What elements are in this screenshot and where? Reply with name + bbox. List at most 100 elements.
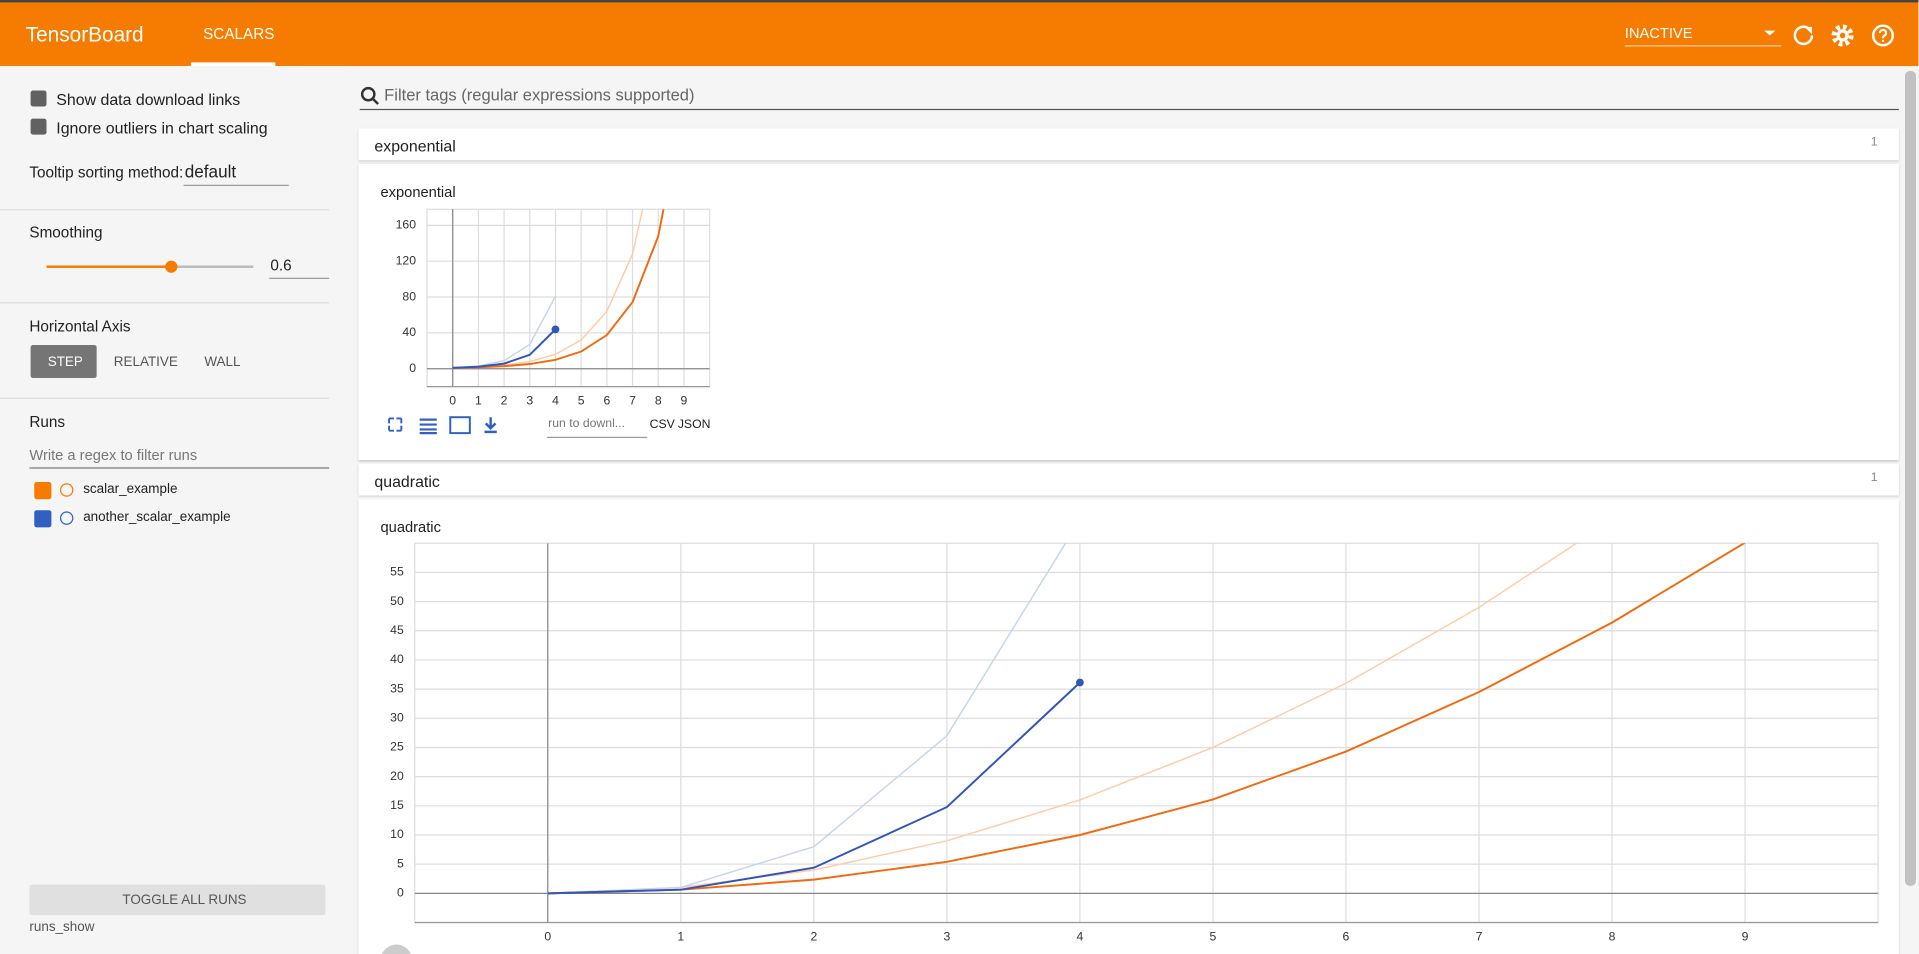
run-checkbox[interactable] (34, 510, 52, 528)
series-line (547, 543, 1578, 895)
category-count: 1 (1870, 471, 1878, 485)
series-group (452, 209, 665, 369)
plot-frame (414, 542, 1879, 924)
option-label: Show data download links (56, 90, 241, 109)
header: TensorBoard SCALARS INACTIVE (0, 0, 1919, 67)
y-tick-label: 25 (390, 740, 404, 754)
x-tick-label: 4 (552, 394, 559, 408)
help-icon[interactable] (1871, 23, 1895, 47)
csv-link[interactable]: CSV (649, 418, 675, 432)
tab[interactable]: SCALARS (203, 25, 275, 43)
input-line (29, 467, 330, 469)
x-tick-label: 4 (1077, 929, 1084, 943)
x-tick-label: 0 (544, 929, 551, 943)
section-label: Runs (29, 413, 66, 431)
section-label: Smoothing (29, 223, 103, 242)
chart-title: quadratic (380, 518, 441, 536)
toggle-label[interactable]: TOGGLE ALL RUNS (122, 893, 247, 908)
x-tick-label: 9 (681, 394, 688, 408)
y-tick-label: 5 (397, 856, 404, 870)
section-label: Horizontal Axis (29, 318, 131, 336)
x-tick-label: 8 (1609, 929, 1616, 943)
category-header[interactable]: exponential 1 (358, 128, 1899, 161)
fullscreen-icon[interactable] (388, 417, 403, 432)
smoothing-input[interactable]: 0.6 (270, 256, 292, 275)
chart-title: exponential (380, 183, 456, 201)
fit-icon[interactable] (449, 416, 471, 435)
y-tick-label: 120 (396, 253, 417, 267)
chart-card: quadratic (358, 499, 1899, 954)
tooltip-label: Tooltip sorting method: (29, 163, 184, 182)
y-tick-label: 45 (390, 623, 404, 637)
download-icon[interactable] (484, 417, 497, 434)
y-tick-label: 30 (390, 711, 404, 725)
separator (0, 209, 330, 211)
select-line (183, 184, 289, 186)
x-tick-label: 6 (1343, 929, 1350, 943)
toggle-button[interactable] (29, 884, 326, 916)
log-icon[interactable] (419, 418, 437, 435)
input-line (359, 108, 1899, 111)
last-point (551, 325, 560, 334)
axis-option[interactable]: RELATIVE (113, 354, 178, 370)
scrollbar (1904, 70, 1917, 886)
dropdown-line (1624, 45, 1782, 47)
series-line (452, 328, 557, 369)
separator (0, 302, 330, 304)
chart[interactable]: 0 40 80 120 160 0 1 2 3 4 5 6 7 8 9 (379, 202, 722, 410)
search-icon (360, 86, 379, 105)
refresh-icon[interactable] (1791, 23, 1815, 47)
separator (0, 397, 330, 399)
runs-show: runs_show (29, 920, 95, 935)
series-group (547, 543, 1746, 895)
axis-option[interactable]: WALL (204, 354, 241, 370)
category-name: quadratic (374, 472, 440, 491)
x-tick-label: 1 (677, 929, 684, 943)
axis-option[interactable]: STEP (47, 354, 83, 370)
y-tick-label: 80 (402, 289, 416, 303)
x-tick-label: 5 (578, 394, 585, 408)
category-header[interactable]: quadratic 1 (358, 463, 1899, 496)
checkbox[interactable] (30, 90, 47, 107)
last-point (1075, 678, 1084, 687)
tooltip-select[interactable]: default (184, 161, 237, 182)
x-tick-label: 3 (526, 394, 533, 408)
x-tick-label: 7 (629, 394, 636, 408)
x-tick-label: 9 (1742, 929, 1749, 943)
tab-underline (190, 62, 276, 67)
x-tick-label: 2 (810, 929, 817, 943)
run-checkbox[interactable] (34, 482, 52, 500)
app-title: TensorBoard (25, 23, 144, 47)
y-tick-label: 15 (390, 798, 404, 812)
runs-filter[interactable]: Write a regex to filter runs (29, 446, 198, 464)
series-line (547, 543, 1746, 895)
chart-card: exponential run to downl... CSV JSON (358, 163, 1899, 461)
slider-fill (46, 265, 172, 268)
x-tick-label: 3 (943, 929, 950, 943)
y-tick-label: 20 (390, 769, 404, 783)
y-tick-label: 10 (390, 827, 404, 841)
chart-toolbar (388, 416, 497, 435)
slider-thumb[interactable] (165, 260, 178, 273)
step-button[interactable] (30, 345, 97, 379)
run-select[interactable]: run to downl... (548, 417, 625, 431)
tag-filter[interactable]: Filter tags (regular expressions support… (384, 85, 695, 104)
main: Filter tags (regular expressions support… (358, 66, 1900, 954)
x-tick-label: 5 (1210, 929, 1217, 943)
y-tick-label: 40 (402, 325, 416, 339)
run-name: another_scalar_example (83, 510, 231, 525)
run-color (59, 511, 74, 525)
run-status[interactable]: INACTIVE (1624, 24, 1693, 42)
input-line (269, 277, 330, 279)
json-link[interactable]: JSON (677, 418, 711, 432)
settings-icon[interactable] (1830, 23, 1854, 47)
toolbar-icon[interactable] (380, 944, 413, 954)
checkbox[interactable] (30, 118, 47, 135)
plot-frame (426, 208, 711, 388)
y-tick-label: 40 (390, 652, 404, 666)
x-tick-label: 1 (475, 394, 482, 408)
series-line (547, 681, 1081, 895)
x-tick-label: 8 (655, 394, 662, 408)
